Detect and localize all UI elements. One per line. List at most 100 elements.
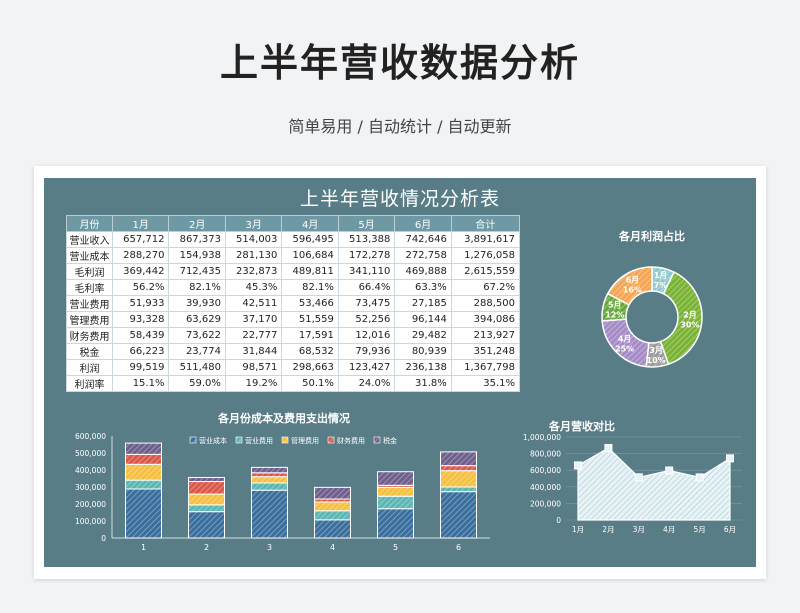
y-tick-label: 0 [556,516,561,525]
bar-segment [440,491,477,539]
y-tick-label: 300,000 [75,483,106,492]
revenue-area [577,447,731,521]
bar-segment [377,471,414,486]
y-tick-label: 200,000 [530,499,561,508]
table-header-cell: 月份 [66,215,113,232]
bar-segment [440,451,477,467]
legend-label: 税金 [383,436,397,445]
data-point [604,444,613,453]
y-tick-label: 1,000,000 [523,433,561,442]
table-cell: 29,482 [394,327,452,344]
donut-slice-label: 1月 [654,271,668,280]
donut-slice-percent: 16% [623,285,642,294]
x-tick-label: 5 [393,543,398,552]
pie-chart-title: 各月利润占比 [619,230,685,243]
bar-segment [377,508,414,539]
legend-label: 管理费用 [291,436,319,445]
table-row: 营业收入 657,712 867,373 514,003 596,495 513,388 7… [66,231,521,248]
dashboard-board: 上半年营收情况分析表 月份 1月 2月 3月 4月 5月 6月 合计 营业收入 657,712 8… [44,178,756,567]
y-tick-label: 500,000 [75,449,106,458]
donut-slice-percent: 10% [647,356,666,365]
y-tick-label: 400,000 [75,466,106,475]
donut-slice-percent: 30% [680,320,699,329]
table-cell: 19.2% [224,375,283,392]
x-tick-label: 1 [141,543,146,552]
data-point [726,454,734,463]
table-header-cell: 2月 [168,215,226,232]
legend-label: 营业成本 [199,436,227,445]
table-row: 营业成本 288,270 154,938 281,130 106,684 172,278 2… [66,247,521,264]
page-subtitle: 简单易用 / 自动统计 / 自动更新 [288,117,512,136]
cost-expense-stacked-bar-chart: 0 100,000 200,000 300,000 400,000 500,000 600,… [75,432,490,552]
y-tick-label: 0 [101,534,106,543]
bar-segment [314,486,351,500]
bar-segment [251,466,288,474]
donut-slice-percent: 25% [615,344,634,353]
x-tick-label: 2月 [602,525,614,534]
table-header-cell: 1月 [111,215,170,232]
bar-segment [188,476,225,483]
x-tick-label: 6 [456,543,461,552]
y-tick-label: 800,000 [530,450,561,459]
table-row: 财务费用 58,439 73,622 22,777 17,591 12,016 29,482… [66,327,521,344]
data-point [695,473,704,482]
y-tick-label: 100,000 [75,517,106,526]
table-row: 管理费用 93,328 63,629 37,170 51,559 52,256 96,144… [66,311,521,328]
legend-swatch [281,436,289,444]
data-point [634,473,643,482]
table-cell: 35.1% [450,375,521,392]
table-header-cell: 6月 [394,215,452,232]
donut-slice [659,271,703,366]
donut-slice-percent: 7% [654,281,668,290]
x-tick-label: 5月 [693,525,705,534]
data-point [665,466,674,475]
revenue-area-chart: 0 200,000 400,000 600,000 800,000 1,000,000 1月… [523,433,742,534]
legend-swatch [327,436,335,444]
x-tick-label: 4 [330,543,335,552]
x-tick-label: 6月 [724,525,736,534]
data-point [574,461,582,470]
donut-slice-label: 4月 [618,334,632,343]
y-tick-label: 400,000 [530,483,561,492]
legend-swatch [235,436,243,444]
x-tick-label: 2 [204,543,209,552]
table-row: 毛利润 369,442 712,435 232,873 489,811 341,110 46… [66,263,521,280]
table-header-cell: 4月 [281,215,339,232]
table-header-row: 月份 1月 2月 3月 4月 5月 6月 合计 [66,215,521,232]
x-tick-label: 3 [267,543,272,552]
x-tick-label: 1月 [572,525,584,534]
revenue-table: 月份 1月 2月 3月 4月 5月 6月 合计 营业收入 657,712 867,373 514,0… [66,215,521,392]
y-tick-label: 600,000 [75,432,106,441]
table-row: 利润率 15.1% 59.0% 19.2% 50.1% 24.0% 31.8% 35.1% [66,375,521,392]
bar-chart-title: 各月份成本及费用支出情况 [218,412,350,425]
table-header-cell: 5月 [337,215,396,232]
donut-slice-label: 3月 [649,346,663,355]
legend-swatch [189,436,197,444]
y-tick-label: 200,000 [75,500,106,509]
table-row: 营业费用 51,933 39,930 42,511 53,466 73,475 27,185… [66,295,521,312]
bar-segment [125,488,162,539]
report-sheet: 上半年营收情况分析表 月份 1月 2月 3月 4月 5月 6月 合计 营业收入 657,712 8… [34,166,766,579]
table-cell: 31.8% [394,375,452,392]
table-header-cell: 合计 [450,215,521,232]
legend-swatch [373,436,381,444]
table-row: 利润 99,519 511,480 98,571 298,663 123,427 236,1… [66,359,521,376]
x-tick-label: 3月 [633,525,645,534]
bar-segment [125,442,162,455]
x-tick-label: 4月 [663,525,675,534]
donut-slice-label: 6月 [626,275,640,284]
legend-label: 营业费用 [245,436,273,445]
table-cell: 59.0% [168,375,226,392]
table-row: 税金 66,223 23,774 31,844 68,532 79,936 80,939 35… [66,343,521,360]
board-title: 上半年营收情况分析表 [299,188,500,210]
y-tick-label: 600,000 [530,466,561,475]
donut-slice-percent: 12% [605,310,624,319]
donut-slice-label: 5月 [608,300,622,309]
area-chart-title: 各月营收对比 [549,420,615,433]
page-title: 上半年营收数据分析 [219,41,580,85]
donut-slice-label: 2月 [683,310,697,319]
table-cell: 63.3% [394,279,452,296]
legend-label: 财务费用 [337,436,365,445]
donut-slice [606,266,653,306]
